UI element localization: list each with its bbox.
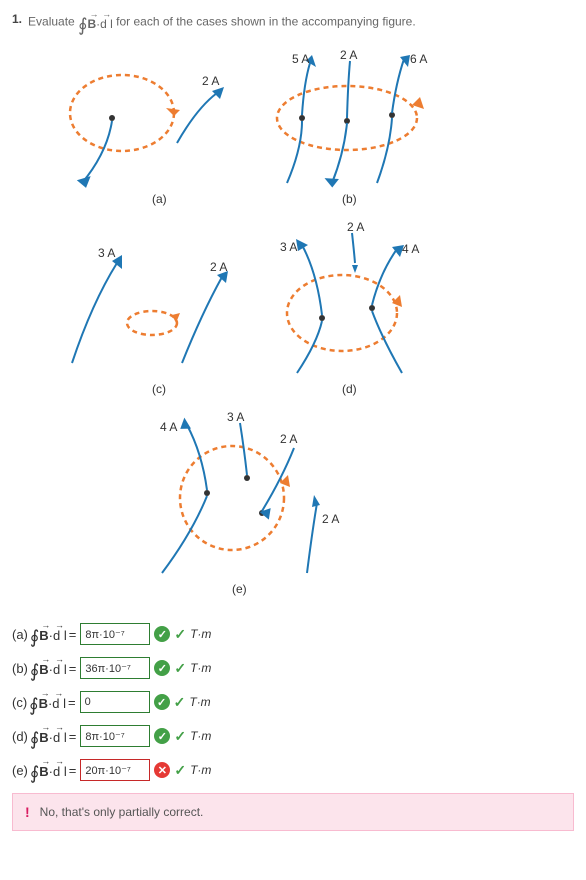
warning-icon: ! — [25, 804, 30, 820]
label-b-5a: 5 A — [292, 52, 309, 66]
figlabel-e: (e) — [232, 582, 247, 596]
integral-expression: ∮→B·→d l — [78, 12, 113, 33]
figlabel-c: (c) — [152, 382, 166, 396]
prompt-suffix: for each of the cases shown in the accom… — [116, 15, 416, 29]
unit-label: T·m — [190, 729, 211, 743]
label-e-3a: 3 A — [227, 410, 244, 424]
unit-label: T·m — [190, 661, 211, 675]
check-icon: ✓ — [154, 660, 170, 676]
checkmark-icon: ✓ — [174, 660, 186, 677]
dl-vector: d l — [100, 17, 113, 31]
label-e-2a-top: 2 A — [280, 432, 297, 446]
label-b-2a: 2 A — [340, 48, 357, 62]
x-icon: ✕ — [154, 762, 170, 778]
checkmark-icon: ✓ — [174, 626, 186, 643]
checkmark-icon: ✓ — [174, 728, 186, 745]
check-icon: ✓ — [154, 626, 170, 642]
ans-prefix-d: (d) — [12, 729, 28, 744]
checkmark-icon: ✓ — [174, 694, 186, 711]
wire-c-2a — [182, 277, 222, 363]
checkmark-icon: ✓ — [174, 762, 186, 779]
prompt-prefix: Evaluate — [28, 15, 78, 29]
check-icon: ✓ — [154, 694, 170, 710]
question-number: 1. — [12, 12, 22, 26]
answer-input-a[interactable] — [80, 623, 150, 645]
label-c-3a: 3 A — [98, 246, 115, 260]
wire-c-3a — [72, 263, 117, 363]
label-e-4a: 4 A — [160, 420, 177, 434]
answers-section: (a) ∮→B·→d l = ✓ ✓ T·m (b) ∮→B·→d l = ✓ … — [12, 623, 574, 781]
dot-a-center — [109, 115, 115, 121]
loop-e — [180, 446, 284, 550]
figlabel-d: (d) — [342, 382, 357, 396]
figlabel-b: (b) — [342, 192, 357, 206]
wire-a-in — [82, 121, 112, 183]
figlabel-a: (a) — [152, 192, 167, 206]
label-c-2a: 2 A — [210, 260, 227, 274]
ans-prefix-e: (e) — [12, 763, 28, 778]
answer-input-e[interactable] — [80, 759, 150, 781]
unit-label: T·m — [190, 763, 211, 777]
unit-label: T·m — [189, 695, 210, 709]
answer-input-b[interactable] — [80, 657, 150, 679]
loop-c — [127, 311, 177, 335]
oint-symbol: ∮ — [78, 15, 87, 35]
loop-arrow-a — [166, 108, 180, 116]
ans-prefix-c: (c) — [12, 695, 27, 710]
answer-row-d: (d) ∮→B·→d l = ✓ ✓ T·m — [12, 725, 574, 747]
answer-row-b: (b) ∮→B·→d l = ✓ ✓ T·m — [12, 657, 574, 679]
label-b-6a: 6 A — [410, 52, 427, 66]
unit-label: T·m — [190, 627, 211, 641]
label-a-2a: 2 A — [202, 74, 219, 88]
ans-prefix-b: (b) — [12, 661, 28, 676]
wire-a-out — [177, 93, 217, 143]
answer-row-a: (a) ∮→B·→d l = ✓ ✓ T·m — [12, 623, 574, 645]
prompt-text: Evaluate ∮→B·→d l for each of the cases … — [12, 12, 574, 33]
answer-input-d[interactable] — [80, 725, 150, 747]
figures-svg: 2 A (a) 5 A 2 A 6 A (b) 3 A — [12, 43, 552, 603]
ans-prefix-a: (a) — [12, 627, 28, 642]
feedback-alert: ! No, that's only partially correct. — [12, 793, 574, 831]
answer-input-c[interactable] — [80, 691, 150, 713]
label-d-4a: 4 A — [402, 242, 419, 256]
label-d-2a: 2 A — [347, 220, 364, 234]
label-d-3a: 3 A — [280, 240, 297, 254]
loop-a — [70, 75, 174, 151]
alert-text: No, that's only partially correct. — [40, 805, 204, 819]
b-vector: B — [87, 17, 96, 31]
answer-row-e: (e) ∮→B·→d l = ✕ ✓ T·m — [12, 759, 574, 781]
answer-row-c: (c) ∮→B·→d l = ✓ ✓ T·m — [12, 691, 574, 713]
label-e-2a-ext: 2 A — [322, 512, 339, 526]
check-icon: ✓ — [154, 728, 170, 744]
loop-d — [287, 275, 397, 351]
